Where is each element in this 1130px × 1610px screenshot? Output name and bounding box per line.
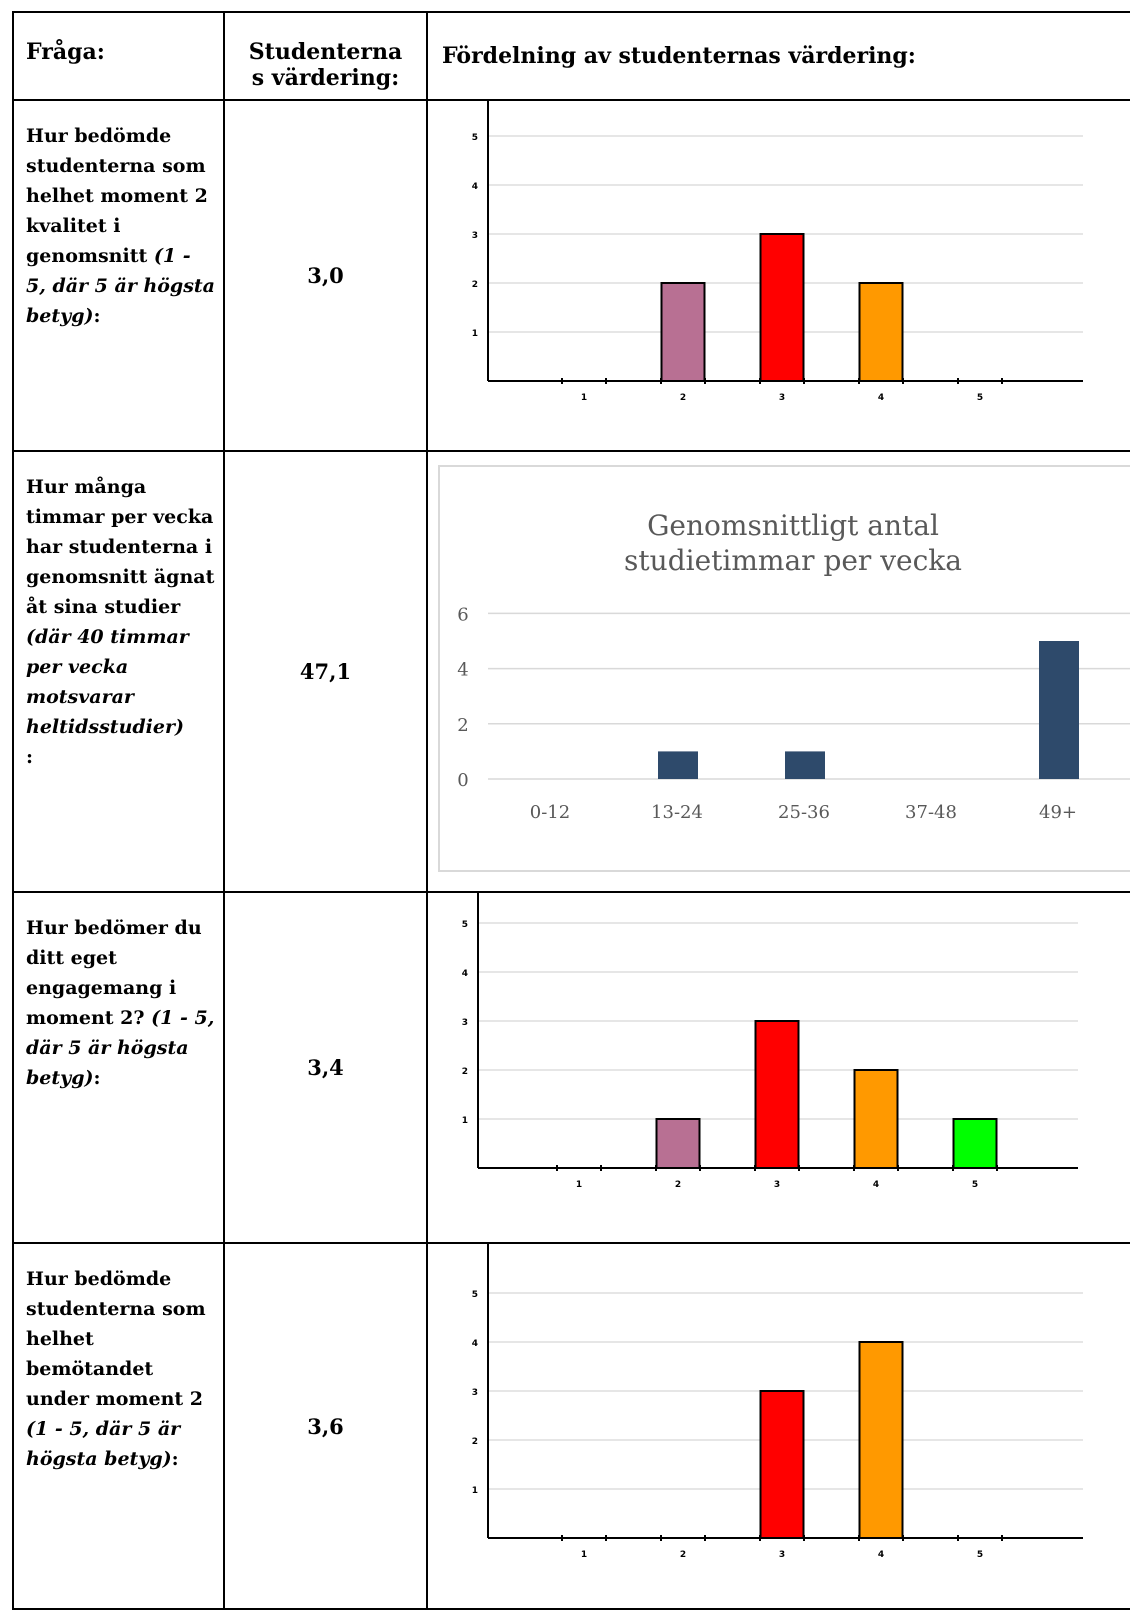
- y-tick-label: 1: [462, 1116, 468, 1126]
- distribution-cell: 1 2 3 4 5 1 2 3 4 5: [426, 891, 1130, 1244]
- bar-grade-4: [858, 1341, 904, 1539]
- x-tick-label: 1: [576, 1180, 582, 1190]
- question-cell: Hur bedömde studenterna som helhet bemöt…: [12, 1242, 225, 1610]
- header-value-line2: s värdering:: [251, 65, 400, 91]
- bar-grade-2: [660, 282, 706, 382]
- grade-distribution-chart: 1 2 3 4 5 1 2 3 4 5: [472, 1244, 1083, 1560]
- question-text: Hur bedömde studenterna som helhet momen…: [26, 125, 208, 267]
- table-row: Hur bedömde studenterna som helhet momen…: [12, 99, 1130, 452]
- bar-grade-4: [853, 1069, 899, 1169]
- question-colon: :: [171, 1448, 179, 1470]
- table-row: Hur bedömer du ditt eget engagemang i mo…: [12, 891, 1130, 1244]
- y-tick-label: 3: [462, 1018, 468, 1028]
- bar-grade-4: [858, 282, 904, 382]
- x-tick-label: 1: [581, 393, 587, 403]
- bar-grade-2: [655, 1118, 701, 1169]
- y-tick-label: 1: [472, 1486, 478, 1496]
- y-tick-label: 2: [462, 1067, 468, 1077]
- bar-hours-49+: [1039, 641, 1079, 779]
- question-colon: :: [93, 305, 101, 327]
- header-value: Studenterna s värdering:: [223, 11, 428, 101]
- x-tick-label: 3: [774, 1180, 780, 1190]
- x-tick-label: 5: [972, 1180, 978, 1190]
- x-tick-label: 2: [675, 1180, 681, 1190]
- value-cell: 3,0: [223, 99, 428, 452]
- y-tick-label: 4: [472, 1339, 478, 1349]
- evaluation-table: Fråga: Studenterna s värdering: Fördelni…: [12, 11, 1130, 1610]
- question-scale-note: (där 40 timmar per vecka motsvarar helti…: [26, 626, 189, 738]
- question-text: Hur många timmar per vecka har studenter…: [26, 476, 215, 618]
- y-tick-label: 3: [472, 231, 478, 241]
- x-tick-label: 4: [878, 1550, 884, 1560]
- header-value-line1: Studenterna: [248, 39, 403, 65]
- bar-grade-3: [759, 1390, 805, 1539]
- question-scale-note: (1 - 5, där 5 är högsta betyg): [26, 1418, 181, 1470]
- grade-distribution-chart: 1 2 3 4 5 1 2 3 4 5: [472, 101, 1083, 403]
- question-cell: Hur många timmar per vecka har studenter…: [12, 450, 225, 893]
- distribution-cell: 1 2 3 4 5 1 2 3 4 5: [426, 99, 1130, 452]
- distribution-cell: 1 2 3 4 5 1 2 3 4 5: [426, 1242, 1130, 1610]
- x-tick-label: 13-24: [651, 802, 703, 823]
- bar-grade-5: [952, 1118, 998, 1169]
- question-colon: :: [93, 1067, 101, 1089]
- x-tick-label: 5: [977, 393, 983, 403]
- x-tick-label: 2: [680, 1550, 686, 1560]
- x-tick-label: 49+: [1039, 802, 1077, 823]
- value-cell: 47,1: [223, 450, 428, 893]
- y-tick-label: 4: [462, 969, 468, 979]
- grade-distribution-chart: 1 2 3 4 5 1 2 3 4 5: [462, 893, 1078, 1190]
- table-row: Hur bedömde studenterna som helhet bemöt…: [12, 1242, 1130, 1610]
- question-text: Hur bedömde studenterna som helhet bemöt…: [26, 1268, 206, 1410]
- chart-title: Genomsnittligt antal: [647, 509, 939, 542]
- value-cell: 3,4: [223, 891, 428, 1244]
- y-tick-label: 3: [472, 1388, 478, 1398]
- x-tick-label: 3: [779, 393, 785, 403]
- x-tick-label: 1: [581, 1550, 587, 1560]
- table-header-row: Fråga: Studenterna s värdering: Fördelni…: [12, 11, 1130, 101]
- question-text: Hur bedömer du ditt eget engagemang i mo…: [26, 917, 202, 1029]
- bar-grade-3: [759, 233, 805, 382]
- question-scale-note: (1 - 5, där 5 är högsta betyg): [26, 245, 215, 327]
- chart-title: studietimmar per vecka: [624, 544, 962, 577]
- y-tick-label: 2: [472, 1437, 478, 1447]
- y-tick-label: 1: [472, 329, 478, 339]
- x-tick-label: 4: [878, 393, 884, 403]
- x-tick-label: 3: [779, 1550, 785, 1560]
- y-tick-label: 4: [457, 660, 468, 681]
- bar-hours-13-24: [658, 751, 698, 779]
- y-tick-label: 0: [457, 770, 468, 791]
- y-tick-label: 5: [472, 133, 478, 143]
- question-colon: :: [26, 746, 34, 768]
- question-scale-note: (1 - 5, där 5 är högsta betyg): [26, 1007, 215, 1089]
- x-tick-label: 4: [873, 1180, 879, 1190]
- x-tick-label: 25-36: [778, 802, 830, 823]
- x-tick-label: 0-12: [530, 802, 570, 823]
- distribution-cell: Genomsnittligt antal studietimmar per vec…: [426, 450, 1130, 893]
- y-tick-label: 5: [462, 920, 468, 930]
- table-row: Hur många timmar per vecka har studenter…: [12, 450, 1130, 893]
- y-tick-label: 2: [457, 715, 468, 736]
- value-cell: 3,6: [223, 1242, 428, 1610]
- bar-grade-3: [754, 1020, 800, 1169]
- y-tick-label: 5: [472, 1290, 478, 1300]
- x-tick-label: 2: [680, 393, 686, 403]
- y-tick-label: 6: [457, 604, 468, 625]
- x-tick-label: 5: [977, 1550, 983, 1560]
- y-tick-label: 2: [472, 280, 478, 290]
- bar-hours-25-36: [785, 751, 825, 779]
- header-question: Fråga:: [12, 11, 225, 101]
- y-tick-label: 4: [472, 182, 478, 192]
- header-distribution: Fördelning av studenternas värdering:: [426, 11, 1130, 101]
- question-cell: Hur bedömer du ditt eget engagemang i mo…: [12, 891, 225, 1244]
- x-tick-label: 37-48: [905, 802, 957, 823]
- question-cell: Hur bedömde studenterna som helhet momen…: [12, 99, 225, 452]
